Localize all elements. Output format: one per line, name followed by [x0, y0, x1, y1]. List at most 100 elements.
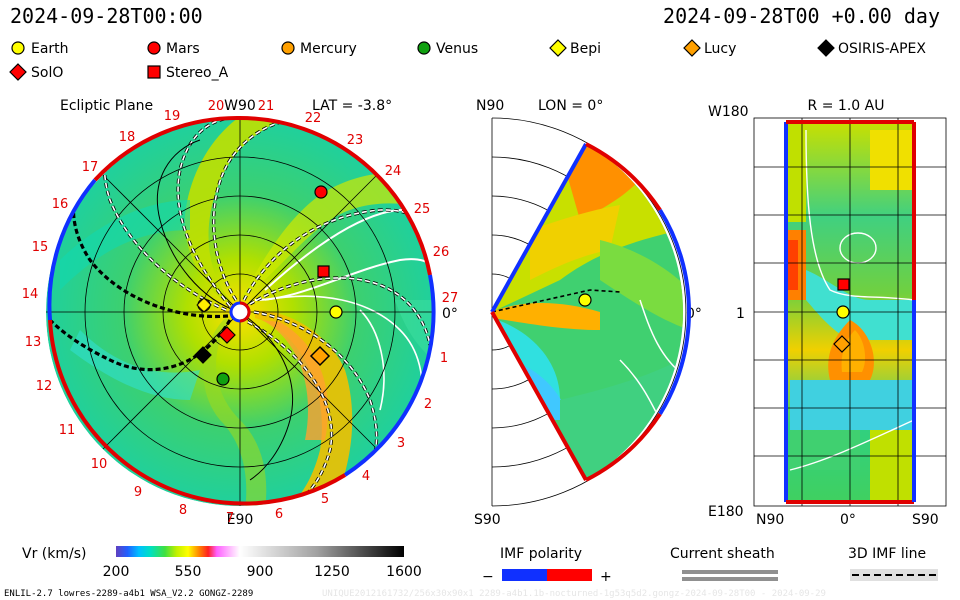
legend-item-lucy: Lucy — [683, 39, 736, 57]
colorbar-tick-550: 550 — [175, 564, 202, 580]
map-earth-marker — [836, 305, 850, 319]
svg-text:24: 24 — [385, 164, 402, 179]
venus-circle-icon — [417, 41, 431, 55]
svg-text:17: 17 — [82, 160, 99, 175]
meridional-panel: N90 LON = 0° S90 0° — [474, 98, 702, 528]
footer-right: UNIQUE2012161732/256x30x90x1 2289-a4b1.1… — [322, 589, 826, 599]
solo-diamond-icon — [9, 63, 27, 81]
ecliptic-mars-marker — [314, 185, 328, 199]
ecliptic-lucy-marker — [309, 345, 331, 367]
svg-text:15: 15 — [32, 240, 49, 255]
svg-text:1: 1 — [440, 351, 448, 366]
svg-text:14: 14 — [22, 287, 39, 302]
meridional-velocity-field — [492, 144, 683, 480]
svg-text:11: 11 — [59, 423, 76, 438]
ecliptic-title: Ecliptic Plane — [60, 98, 153, 114]
svg-text:22: 22 — [305, 111, 322, 126]
current-sheath-label: Current sheath — [670, 546, 775, 562]
legend-item-osiris-apex: OSIRIS-APEX — [817, 39, 926, 57]
svg-text:Earth: Earth — [31, 41, 69, 57]
svg-text:Venus: Venus — [436, 41, 478, 57]
svg-text:19: 19 — [164, 109, 181, 124]
r1au-map-panel: R = 1.0 AU W180 1 E180 N90 0° S90 — [708, 98, 947, 528]
colorbar-tick-1250: 1250 — [314, 564, 350, 580]
imf-negative-swatch — [502, 569, 547, 581]
map-y-bottom: E180 — [708, 504, 744, 520]
map-lucy-marker — [833, 335, 851, 353]
legend-item-venus: Venus — [417, 41, 478, 57]
legend: Earth Mars Mercury Venus Bepi Lucy OSIRI… — [9, 39, 926, 81]
svg-text:16: 16 — [52, 197, 69, 212]
svg-text:Mars: Mars — [166, 41, 200, 57]
map-stereo-a-marker — [837, 278, 850, 291]
ecliptic-solo-marker — [218, 326, 236, 344]
earth-circle-icon — [11, 41, 25, 55]
map-title: R = 1.0 AU — [808, 98, 885, 114]
header-left-time: 2024-09-28T00:00 — [10, 4, 203, 28]
svg-text:Lucy: Lucy — [704, 41, 736, 57]
svg-text:Bepi: Bepi — [570, 41, 601, 57]
current-sheath-legend: Current sheath — [670, 546, 778, 581]
svg-text:20: 20 — [208, 99, 225, 114]
ecliptic-stereo-a-marker — [317, 265, 330, 278]
svg-text:27: 27 — [442, 291, 459, 306]
ecliptic-earth-marker — [329, 305, 343, 319]
colorbar-gradient — [116, 546, 404, 557]
mercury-circle-icon — [281, 41, 295, 55]
legend-item-earth: Earth — [11, 41, 69, 57]
ecliptic-rim-positive — [239, 116, 432, 276]
svg-text:SolO: SolO — [31, 65, 63, 81]
colorbar-label: Vr (km/s) — [22, 546, 86, 562]
svg-text:21: 21 — [258, 99, 275, 114]
svg-text:OSIRIS-APEX: OSIRIS-APEX — [838, 41, 926, 57]
imf3d-label: 3D IMF line — [848, 546, 926, 562]
svg-text:4: 4 — [362, 469, 370, 484]
colorbar: Vr (km/s) 200 550 900 1250 1600 — [22, 546, 422, 580]
legend-item-mars: Mars — [147, 41, 200, 57]
meridional-earth-marker — [578, 293, 592, 307]
legend-item-bepi: Bepi — [549, 39, 601, 57]
svg-text:18: 18 — [119, 130, 136, 145]
header-right-time: 2024-09-28T00 +0.00 day — [663, 4, 940, 28]
svg-text:6: 6 — [275, 507, 283, 522]
svg-text:8: 8 — [179, 503, 187, 518]
imf-plus: + — [600, 569, 612, 585]
ecliptic-osiris-apex-marker — [194, 346, 212, 364]
osiris-apex-diamond-icon — [817, 39, 835, 57]
svg-text:9: 9 — [134, 485, 142, 500]
svg-text:13: 13 — [25, 335, 42, 350]
legend-item-mercury: Mercury — [281, 41, 357, 57]
ecliptic-bepi-marker — [196, 297, 212, 313]
bepi-diamond-icon — [549, 39, 567, 57]
stereo-a-square-icon — [147, 65, 161, 79]
svg-text:2: 2 — [424, 397, 432, 412]
svg-text:25: 25 — [414, 202, 431, 217]
svg-text:26: 26 — [433, 245, 450, 260]
ecliptic-rim-negative — [343, 274, 436, 477]
ecliptic-bottom-label: E90 — [227, 512, 254, 528]
svg-text:7: 7 — [226, 511, 234, 526]
svg-text:Stereo_A: Stereo_A — [166, 65, 229, 81]
svg-text:12: 12 — [36, 379, 53, 394]
legend-item-stereo-a: Stereo_A — [147, 65, 229, 81]
ecliptic-plane-panel: Ecliptic Plane LAT = -3.8° — [22, 98, 459, 528]
colorbar-tick-900: 900 — [247, 564, 274, 580]
meridional-lon: LON = 0° — [538, 98, 603, 114]
svg-text:Mercury: Mercury — [300, 41, 357, 57]
map-x-left: N90 — [756, 512, 784, 528]
ecliptic-lat: LAT = -3.8° — [312, 98, 392, 114]
map-y-mid: 1 — [736, 306, 745, 322]
legend-item-solo: SolO — [9, 63, 63, 81]
ecliptic-top-label: W90 — [224, 98, 256, 114]
lucy-diamond-icon — [683, 39, 701, 57]
map-y-top: W180 — [708, 104, 749, 120]
ecliptic-right-label: 0° — [442, 306, 458, 322]
svg-text:3: 3 — [397, 436, 405, 451]
map-x-mid: 0° — [840, 512, 856, 528]
imf-minus: − — [482, 569, 494, 585]
meridional-top-label: N90 — [476, 98, 504, 114]
ecliptic-ring-labels: 19 20 21 22 23 24 25 26 27 1 2 3 4 5 6 7… — [22, 99, 459, 526]
colorbar-tick-1600: 1600 — [386, 564, 422, 580]
meridional-bottom-label: S90 — [474, 512, 501, 528]
